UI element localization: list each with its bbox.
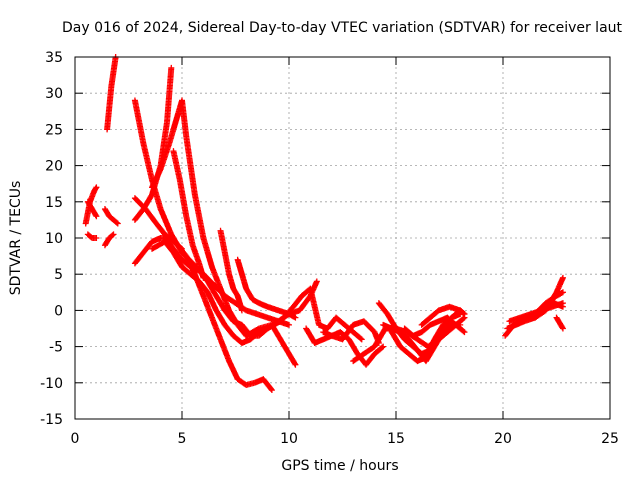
data-point-markers bbox=[101, 231, 117, 249]
y-tick-label: 20 bbox=[45, 159, 63, 175]
data-point-markers bbox=[170, 148, 207, 281]
series-s28 bbox=[532, 289, 566, 318]
series-s18 bbox=[320, 318, 382, 346]
series-s16 bbox=[234, 256, 320, 318]
x-tick-label: 15 bbox=[387, 431, 405, 447]
axis-ticks: 0 5 10 15 20 25 -15 -10 -5 0 5 10 15 20 25 30 35 bbox=[40, 50, 619, 447]
data-point-markers bbox=[553, 314, 566, 332]
series-s23 bbox=[401, 314, 468, 339]
data-point-markers bbox=[320, 318, 382, 346]
x-tick-label: 5 bbox=[178, 431, 187, 447]
data-point-markers bbox=[161, 235, 299, 339]
y-tick-label: 15 bbox=[45, 195, 63, 211]
series-s6 bbox=[101, 231, 117, 249]
y-tick-label: -15 bbox=[40, 412, 63, 428]
x-tick-label: 0 bbox=[71, 431, 80, 447]
data-point-markers bbox=[84, 198, 100, 220]
data-point-markers bbox=[234, 256, 320, 318]
series-s2 bbox=[84, 198, 100, 220]
y-tick-label: 25 bbox=[45, 122, 63, 138]
x-tick-label: 25 bbox=[601, 431, 619, 447]
y-tick-label: 10 bbox=[45, 231, 63, 247]
data-point-markers bbox=[101, 206, 121, 227]
y-axis-label: SDTVAR / TECUs bbox=[8, 181, 24, 296]
series-s10 bbox=[131, 195, 185, 252]
series-s24 bbox=[418, 303, 468, 328]
data-point-markers bbox=[217, 227, 245, 314]
series-s14 bbox=[170, 148, 207, 281]
series-s5 bbox=[101, 206, 121, 227]
x-axis-label: GPS time / hours bbox=[281, 458, 398, 474]
y-tick-label: -5 bbox=[49, 340, 63, 356]
series-s4 bbox=[104, 54, 119, 133]
grid bbox=[75, 57, 610, 419]
y-tick-label: 5 bbox=[54, 267, 63, 283]
x-tick-label: 20 bbox=[494, 431, 512, 447]
series-s13 bbox=[161, 235, 299, 339]
data-points bbox=[82, 54, 566, 394]
data-point-markers bbox=[532, 289, 566, 318]
series-s3 bbox=[84, 231, 100, 241]
series-s29 bbox=[553, 314, 566, 332]
y-tick-label: 35 bbox=[45, 50, 63, 66]
data-point-markers bbox=[104, 54, 119, 133]
x-tick-label: 10 bbox=[280, 431, 298, 447]
y-tick-label: -10 bbox=[40, 376, 63, 392]
data-point-markers bbox=[401, 314, 468, 339]
y-tick-label: 30 bbox=[45, 86, 63, 102]
data-point-markers bbox=[418, 303, 468, 328]
y-tick-label: 0 bbox=[54, 303, 63, 319]
data-point-markers bbox=[131, 195, 185, 252]
series-s15 bbox=[217, 227, 245, 314]
chart-title: Day 016 of 2024, Sidereal Day-to-day VTE… bbox=[62, 20, 623, 36]
data-point-markers bbox=[84, 231, 100, 241]
